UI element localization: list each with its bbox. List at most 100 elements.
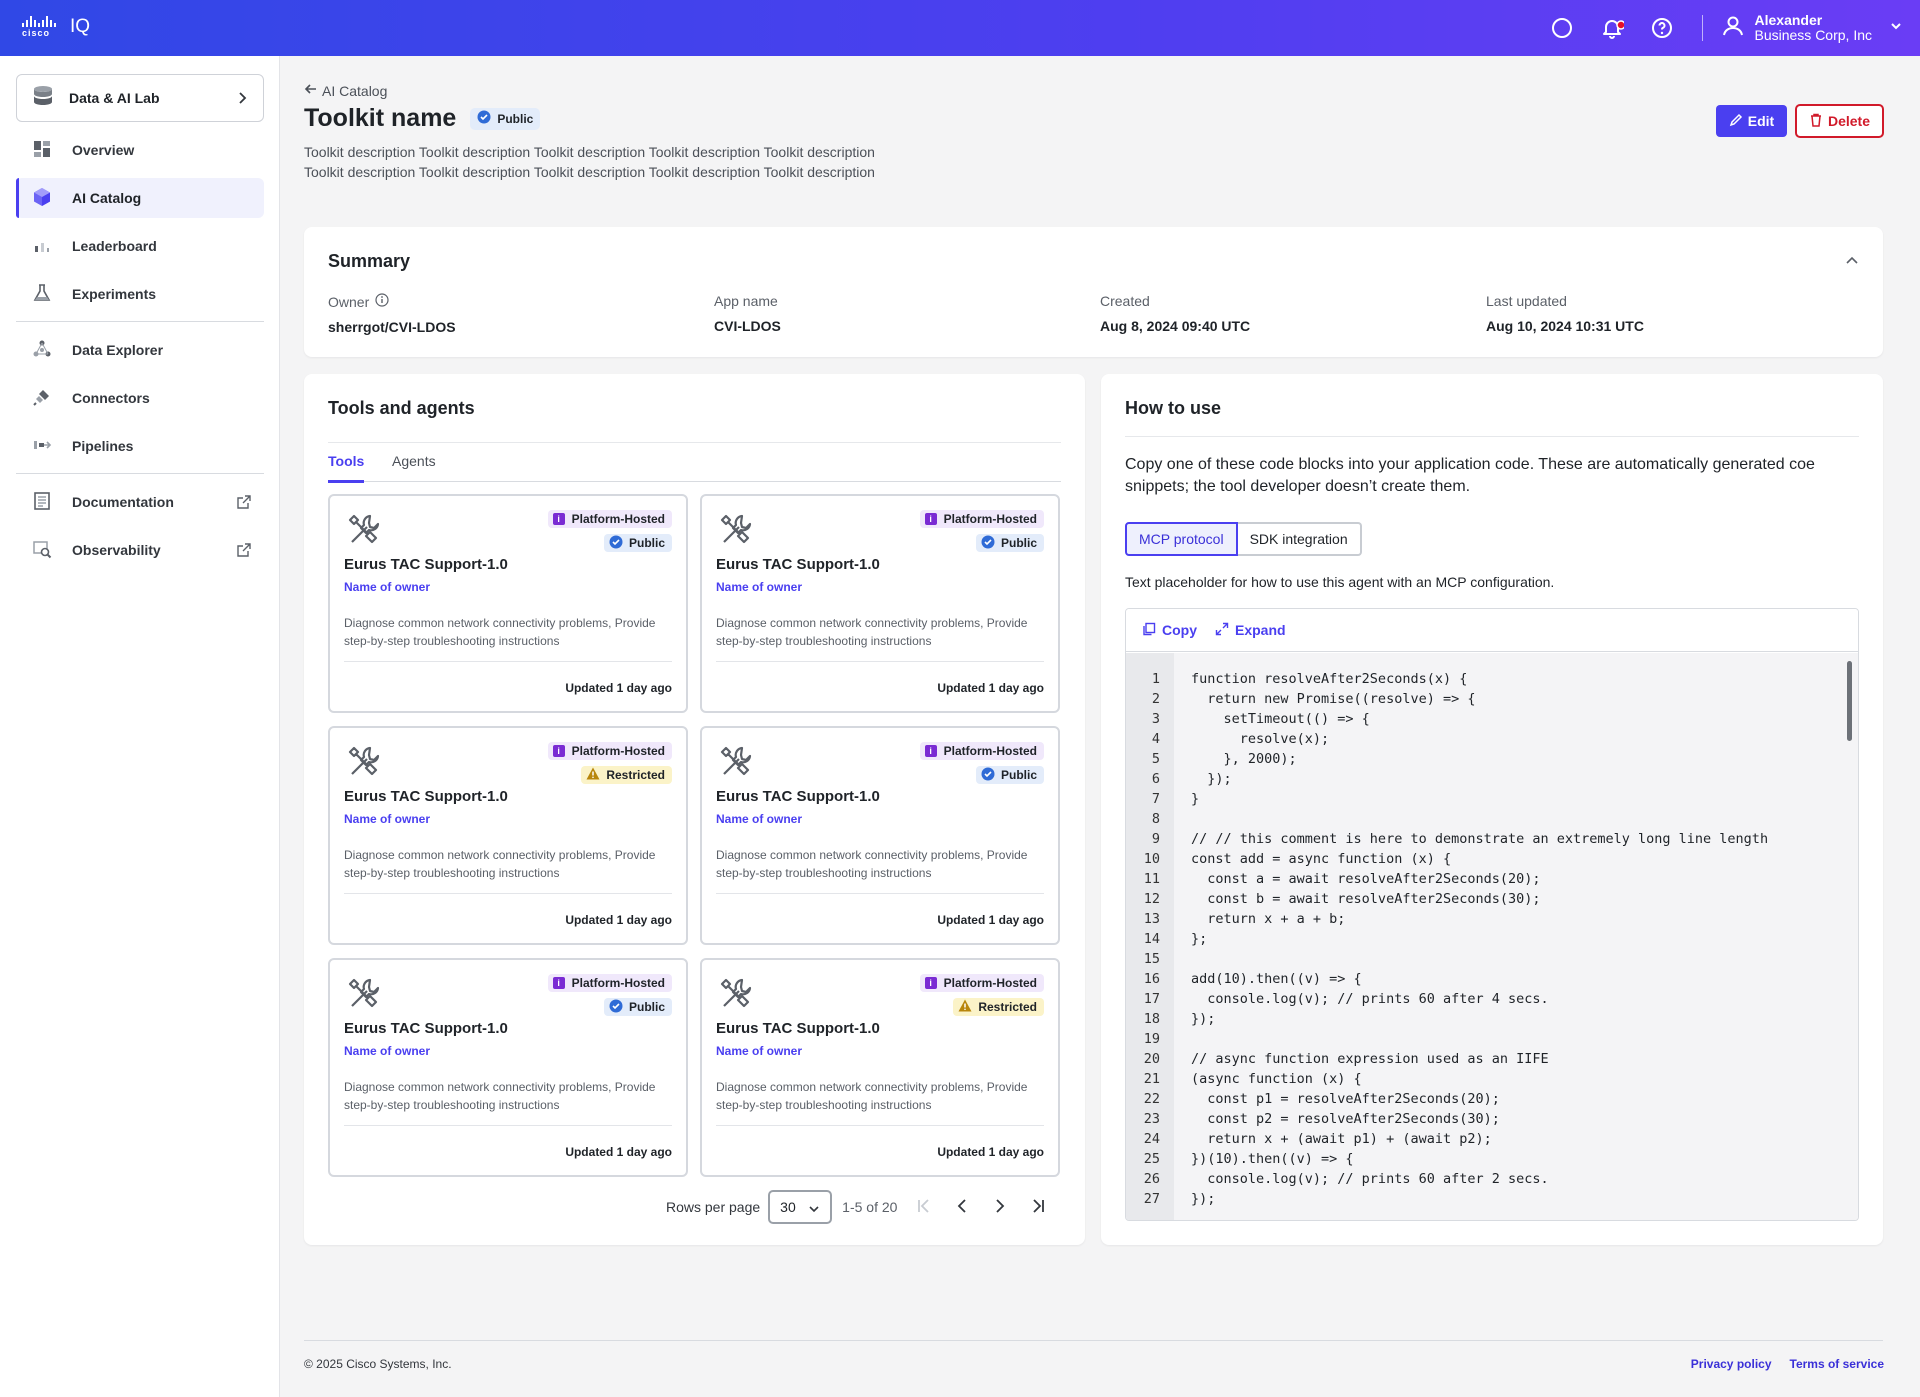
line-number: 6 [1151,771,1160,787]
sidebar-item-label: Pipelines [72,438,134,454]
owner-link[interactable]: Name of owner [344,580,431,594]
line-number: 3 [1151,711,1160,727]
tool-card[interactable]: i Platform-Hosted Restricted Eurus TAC Supp… [700,958,1060,1177]
sidebar-item-ai-catalog[interactable]: AI Catalog [16,178,264,218]
owner-link[interactable]: Name of owner [716,812,803,826]
line-number: 26 [1143,1171,1160,1187]
sidebar-item-data-explorer[interactable]: Data Explorer [16,330,264,370]
platform-icon: i [924,977,937,989]
bell-icon[interactable] [1600,16,1626,40]
workspace-name: Data & AI Lab [69,90,160,106]
observability-icon [32,539,52,562]
tool-card[interactable]: i Platform-Hosted Public Eurus TAC Support-… [328,494,688,713]
integration-toggle: MCP protocol SDK integration [1125,522,1362,556]
owner-link[interactable]: Name of owner [344,812,431,826]
code-toolbar: Copy Expand [1126,609,1858,652]
sidebar-item-connectors[interactable]: Connectors [16,378,264,418]
visibility-badge: Restricted [953,998,1044,1016]
edit-button[interactable]: Edit [1716,105,1787,137]
pipeline-icon [32,435,52,458]
tool-name: Eurus TAC Support-1.0 [344,1020,508,1037]
tools-icon [718,976,754,1017]
visibility-badge: Public [603,534,672,552]
sidebar-item-documentation[interactable]: Documentation [16,482,264,522]
card-divider [716,661,1044,662]
sidebar-item-label: Connectors [72,390,150,406]
expand-button[interactable]: Expand [1215,622,1286,639]
line-number: 12 [1143,891,1160,907]
sidebar-item-pipelines[interactable]: Pipelines [16,426,264,466]
sidebar-item-leaderboard[interactable]: Leaderboard [16,226,264,266]
code-scrollbar[interactable] [1847,661,1852,741]
line-number: 14 [1143,931,1160,947]
code-line: 23 const p2 = resolveAfter2Seconds(30); [1126,1109,1768,1129]
card-divider [344,893,672,894]
owner-link[interactable]: Name of owner [344,1044,431,1058]
next-page-icon[interactable] [991,1197,1009,1218]
delete-button[interactable]: Delete [1795,104,1884,138]
platform-icon: i [552,977,565,989]
owner-link[interactable]: Name of owner [716,580,803,594]
visibility-label: Public [1000,768,1037,782]
code-text: return x + (await p1) + (await p2); [1191,1131,1492,1147]
chevron-up-icon[interactable] [1845,253,1859,272]
sidebar-item-experiments[interactable]: Experiments [16,274,264,314]
sidebar-item-label: Observability [72,542,161,558]
code-line: 8 [1126,809,1768,829]
code-line: 18}); [1126,1009,1768,1029]
code-line: 24 return x + (await p1) + (await p2); [1126,1129,1768,1149]
owner-link[interactable]: Name of owner [716,1044,803,1058]
tool-card[interactable]: i Platform-Hosted Restricted Eurus TAC Supp… [328,726,688,945]
terms-of-service-link[interactable]: Terms of service [1789,1357,1885,1371]
platform-icon: i [552,745,565,757]
code-line: 12 const b = await resolveAfter2Seconds(… [1126,889,1768,909]
code-line: 11 const a = await resolveAfter2Seconds(… [1126,869,1768,889]
theme-toggle-icon[interactable] [1550,16,1574,40]
line-number: 25 [1143,1151,1160,1167]
copy-button[interactable]: Copy [1142,622,1197,639]
first-page-icon[interactable] [915,1197,933,1218]
tab-tools[interactable]: Tools [328,453,365,483]
tools-title: Tools and agents [328,398,475,418]
line-number: 18 [1143,1011,1160,1027]
tool-description: Diagnose common network connectivity pro… [716,1080,1028,1112]
privacy-policy-link[interactable]: Privacy policy [1690,1357,1772,1371]
code-text: const a = await resolveAfter2Seconds(20)… [1191,871,1541,887]
sidebar-item-observability[interactable]: Observability [16,530,264,570]
tool-description: Diagnose common network connectivity pro… [344,848,656,880]
updated-time: Updated 1 day ago [937,1145,1044,1159]
tab-agents[interactable]: Agents [392,453,436,469]
cisco-logo-icon: cisco [22,16,60,38]
tool-card[interactable]: i Platform-Hosted Public Eurus TAC Support-… [700,494,1060,713]
segment-sdk-integration[interactable]: SDK integration [1237,522,1362,556]
line-number: 9 [1151,831,1160,847]
code-text: return new Promise((resolve) => { [1191,691,1476,707]
previous-page-icon[interactable] [953,1197,971,1218]
help-icon[interactable] [1650,16,1674,40]
info-icon[interactable] [375,293,389,310]
page-description: Toolkit description Toolkit description … [304,144,875,180]
rows-per-page-select[interactable]: 30 [768,1190,833,1224]
sidebar-divider [16,321,264,322]
tool-card[interactable]: i Platform-Hosted Public Eurus TAC Support-… [328,958,688,1177]
delete-label: Delete [1827,113,1871,129]
tools-icon [346,976,382,1017]
back-link[interactable]: AI Catalog [304,82,387,99]
code-content[interactable]: 1 function resolveAfter2Seconds(x) {2 ret… [1126,653,1858,1220]
code-line: 15 [1126,949,1768,969]
expand-icon [1215,622,1229,639]
field-label: Owner [328,293,370,310]
cisco-logo[interactable]: cisco IQ [22,16,90,38]
user-menu[interactable]: Alexander Business Corp, Inc [1721,13,1903,43]
edit-label: Edit [1747,113,1775,129]
sidebar-item-overview[interactable]: Overview [16,130,264,170]
pencil-icon [1729,113,1743,130]
code-line: 1 function resolveAfter2Seconds(x) { [1126,669,1768,689]
workspace-selector[interactable]: Data & AI Lab [16,74,264,122]
last-page-icon[interactable] [1029,1197,1047,1218]
segment-mcp-protocol[interactable]: MCP protocol [1125,522,1238,556]
updated-time: Updated 1 day ago [937,681,1044,695]
tool-card[interactable]: i Platform-Hosted Public Eurus TAC Support-… [700,726,1060,945]
code-line: 13 return x + a + b; [1126,909,1768,929]
code-text: console.log(v); // prints 60 after 2 sec… [1191,1171,1549,1187]
